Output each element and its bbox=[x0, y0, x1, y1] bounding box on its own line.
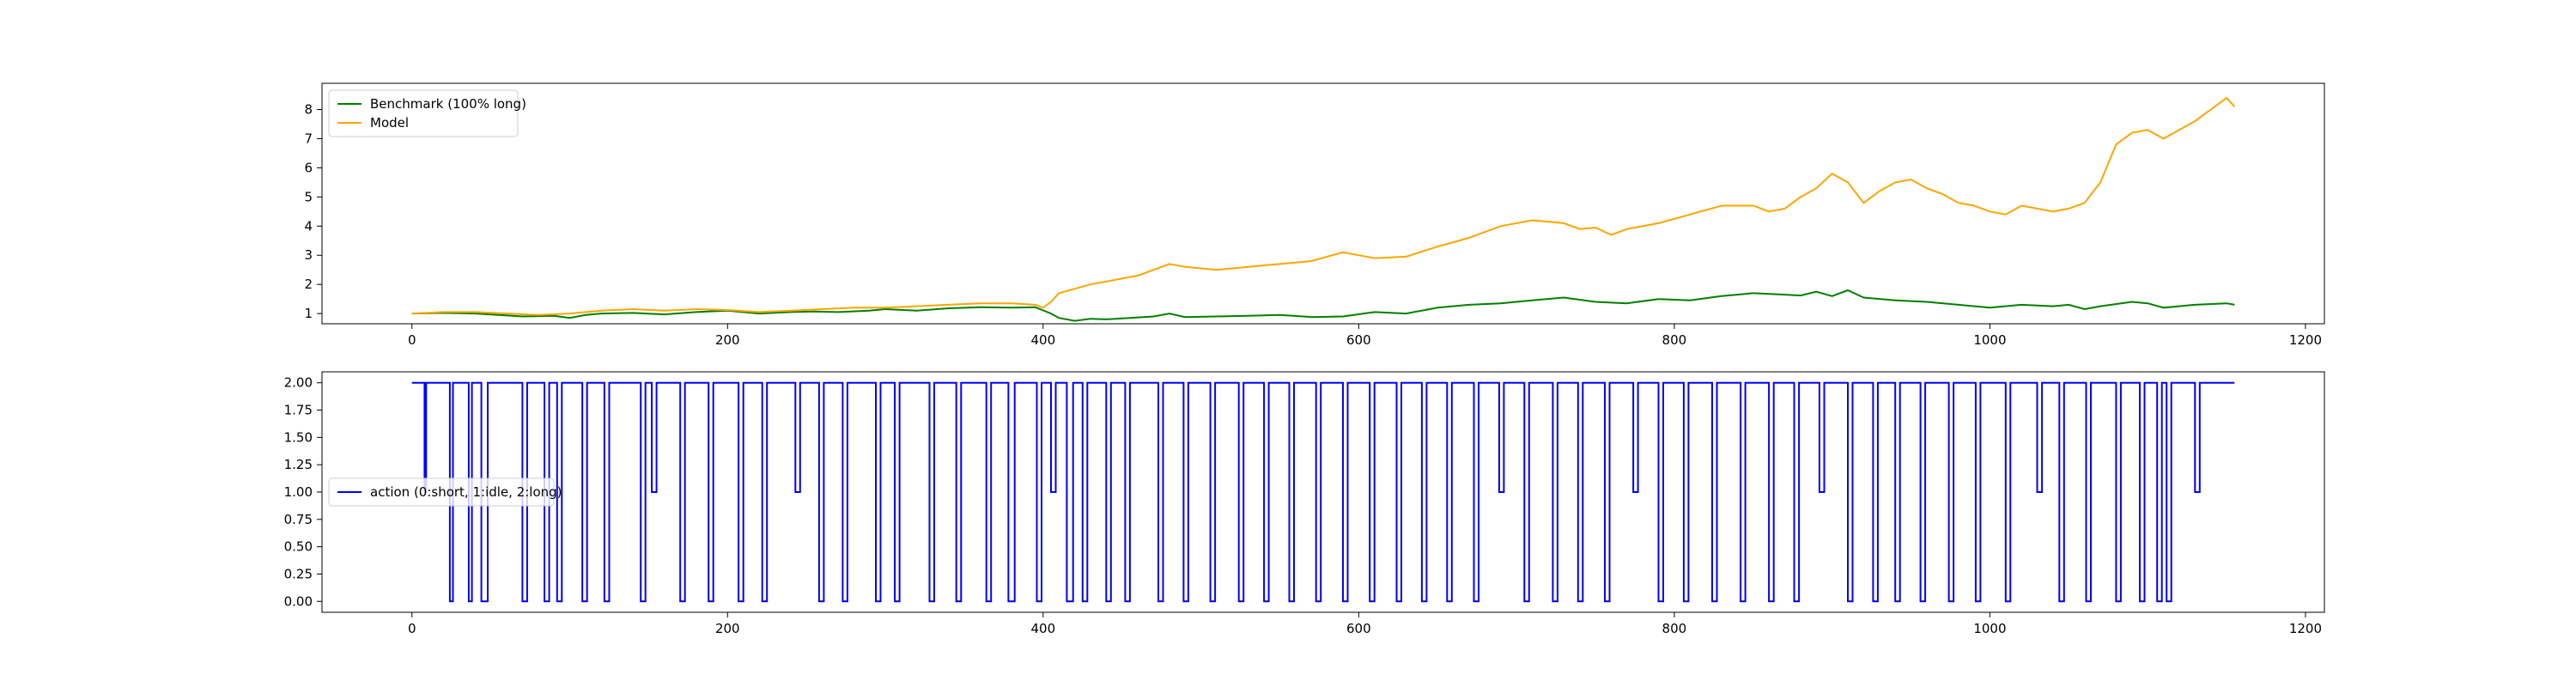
y-tick-label: 0.50 bbox=[284, 539, 313, 555]
y-tick-label: 2.00 bbox=[284, 375, 313, 391]
legend: action (0:short, 1:idle, 2:long) bbox=[328, 477, 562, 507]
x-axis: 0 200 400 600 800 1000 1200 bbox=[408, 324, 2322, 348]
legend-box bbox=[328, 477, 555, 507]
legend-label: action (0:short, 1:idle, 2:long) bbox=[370, 484, 562, 500]
legend: Benchmark (100% long) Model bbox=[328, 89, 526, 137]
y-tick-label: 7 bbox=[304, 131, 313, 146]
series-line-benchmark-100-long bbox=[411, 289, 2235, 322]
x-tick-label: 200 bbox=[715, 621, 740, 636]
series-line-model bbox=[411, 96, 2236, 316]
plot-frame bbox=[321, 82, 2325, 325]
x-tick-label: 1200 bbox=[2289, 332, 2322, 348]
x-tick-label: 1200 bbox=[2289, 621, 2322, 636]
legend-label: Model bbox=[370, 115, 409, 131]
y-tick-label: 1.50 bbox=[284, 429, 313, 445]
chart-portfolio-value: 0 200 400 600 800 1000 1200 1 2 3 4 5 6 7 8 Benchmark… bbox=[304, 82, 2325, 348]
y-tick-label: 0.00 bbox=[284, 593, 313, 609]
legend-label: Benchmark (100% long) bbox=[370, 96, 526, 112]
y-tick-label: 0.75 bbox=[284, 512, 313, 527]
x-tick-label: 1000 bbox=[1973, 332, 2006, 348]
legend-box bbox=[328, 89, 519, 137]
chart-action: 0 200 400 600 800 1000 1200 0.00 0.25 0.50 0.75 1.… bbox=[284, 371, 2325, 636]
x-tick-label: 200 bbox=[715, 332, 740, 348]
y-axis: 1 2 3 4 5 6 7 8 bbox=[304, 102, 322, 321]
y-tick-label: 2 bbox=[304, 277, 313, 292]
y-tick-label: 8 bbox=[304, 102, 313, 118]
x-tick-label: 1000 bbox=[1973, 621, 2006, 636]
series-line-action-0-short-1-idle-2-long bbox=[411, 381, 2235, 603]
x-tick-label: 600 bbox=[1346, 332, 1371, 348]
y-tick-label: 1.25 bbox=[284, 457, 313, 472]
y-tick-label: 1.75 bbox=[284, 403, 313, 418]
y-tick-label: 5 bbox=[304, 189, 313, 204]
x-tick-label: 800 bbox=[1662, 332, 1687, 348]
y-tick-label: 1.00 bbox=[284, 484, 313, 500]
series-lines bbox=[411, 96, 2236, 322]
y-axis: 0.00 0.25 0.50 0.75 1.00 1.25 1.50 1.75 2.00 bbox=[284, 375, 322, 609]
x-tick-label: 800 bbox=[1662, 621, 1687, 636]
x-tick-label: 600 bbox=[1346, 621, 1371, 636]
x-tick-label: 0 bbox=[408, 621, 416, 636]
y-tick-label: 3 bbox=[304, 247, 313, 263]
y-tick-label: 4 bbox=[304, 218, 313, 234]
x-tick-label: 400 bbox=[1030, 621, 1055, 636]
y-tick-label: 1 bbox=[304, 306, 313, 321]
x-axis: 0 200 400 600 800 1000 1200 bbox=[408, 612, 2322, 636]
x-tick-label: 0 bbox=[408, 332, 416, 348]
y-tick-label: 0.25 bbox=[284, 566, 313, 581]
x-tick-label: 400 bbox=[1030, 332, 1055, 348]
y-tick-label: 6 bbox=[304, 160, 313, 175]
series-lines bbox=[411, 381, 2235, 603]
